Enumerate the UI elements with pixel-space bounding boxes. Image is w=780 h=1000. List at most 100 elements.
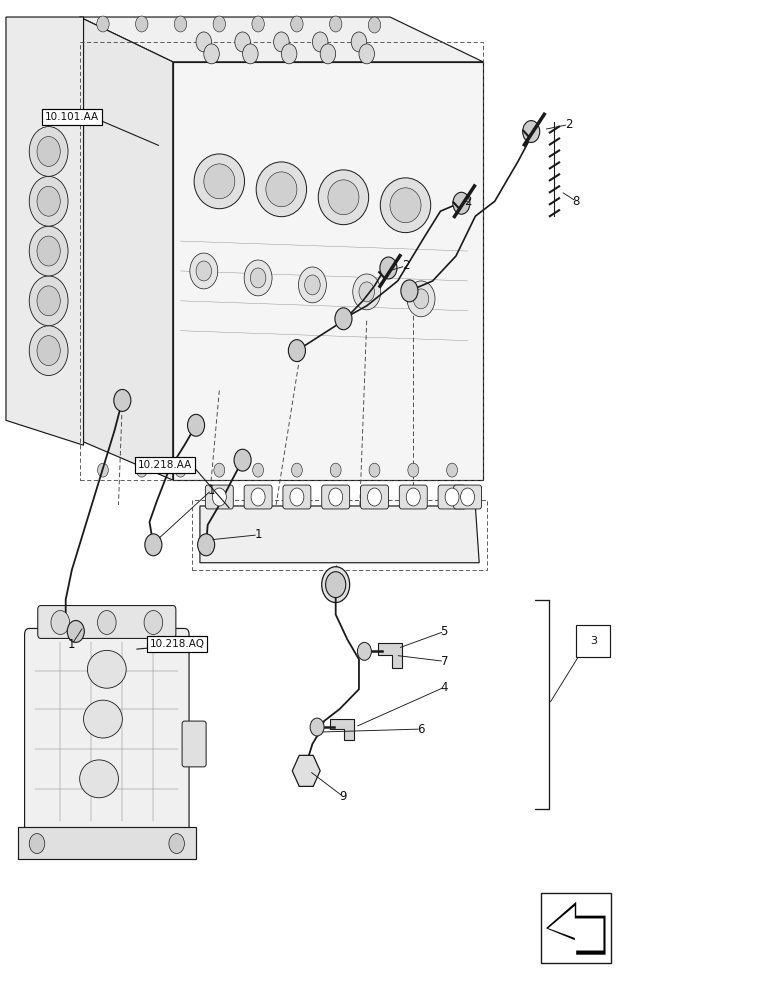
FancyBboxPatch shape: [399, 485, 427, 509]
Circle shape: [197, 534, 215, 556]
Circle shape: [144, 611, 163, 634]
Circle shape: [447, 463, 458, 477]
Circle shape: [212, 488, 226, 506]
Text: 1: 1: [254, 528, 262, 541]
Ellipse shape: [194, 154, 245, 209]
FancyBboxPatch shape: [244, 485, 272, 509]
Text: 2: 2: [464, 195, 471, 208]
Text: 2: 2: [565, 118, 573, 131]
Circle shape: [292, 463, 303, 477]
FancyBboxPatch shape: [205, 485, 233, 509]
Circle shape: [234, 449, 251, 471]
FancyBboxPatch shape: [321, 485, 349, 509]
Circle shape: [305, 275, 320, 295]
Text: 1: 1: [207, 484, 215, 497]
Circle shape: [401, 280, 418, 302]
Circle shape: [136, 16, 148, 32]
Circle shape: [213, 16, 225, 32]
Polygon shape: [6, 17, 83, 445]
Text: 6: 6: [417, 723, 425, 736]
Circle shape: [196, 32, 211, 52]
Ellipse shape: [256, 162, 307, 217]
Circle shape: [328, 488, 342, 506]
FancyBboxPatch shape: [182, 721, 206, 767]
Circle shape: [29, 276, 68, 326]
Polygon shape: [548, 906, 604, 951]
Polygon shape: [546, 902, 605, 955]
Circle shape: [357, 642, 371, 660]
Circle shape: [407, 281, 435, 317]
Circle shape: [321, 567, 349, 603]
Circle shape: [51, 611, 69, 634]
Circle shape: [204, 44, 219, 64]
Circle shape: [37, 186, 60, 216]
FancyBboxPatch shape: [283, 485, 311, 509]
Ellipse shape: [87, 650, 126, 688]
Circle shape: [29, 834, 44, 854]
Circle shape: [214, 463, 225, 477]
Circle shape: [289, 340, 306, 362]
Circle shape: [353, 274, 381, 310]
Circle shape: [351, 32, 367, 52]
Circle shape: [98, 611, 116, 634]
Circle shape: [453, 192, 470, 214]
Polygon shape: [330, 719, 353, 740]
Text: 10.218.AA: 10.218.AA: [138, 460, 192, 470]
FancyBboxPatch shape: [576, 625, 610, 657]
Circle shape: [29, 326, 68, 376]
Polygon shape: [378, 643, 402, 668]
Circle shape: [310, 718, 324, 736]
FancyBboxPatch shape: [454, 485, 481, 509]
Circle shape: [175, 463, 186, 477]
Circle shape: [37, 336, 60, 366]
Circle shape: [174, 16, 186, 32]
Circle shape: [325, 572, 346, 598]
Circle shape: [368, 17, 381, 33]
Circle shape: [299, 267, 326, 303]
Circle shape: [274, 32, 289, 52]
Ellipse shape: [381, 178, 431, 233]
Polygon shape: [80, 17, 483, 62]
Circle shape: [29, 226, 68, 276]
Circle shape: [380, 257, 397, 279]
Text: 7: 7: [441, 655, 448, 668]
Circle shape: [29, 127, 68, 176]
Circle shape: [406, 488, 420, 506]
Circle shape: [413, 289, 429, 309]
Text: 8: 8: [573, 195, 580, 208]
Circle shape: [335, 308, 352, 330]
FancyBboxPatch shape: [360, 485, 388, 509]
Text: 1: 1: [68, 638, 76, 651]
Circle shape: [243, 44, 258, 64]
Circle shape: [196, 261, 211, 281]
Circle shape: [251, 488, 265, 506]
Text: 4: 4: [441, 681, 448, 694]
Text: 5: 5: [441, 625, 448, 638]
Ellipse shape: [390, 188, 421, 223]
Text: 10.101.AA: 10.101.AA: [44, 112, 99, 122]
Circle shape: [291, 16, 303, 32]
Text: 2: 2: [402, 259, 410, 272]
Circle shape: [523, 121, 540, 142]
Text: 9: 9: [340, 790, 347, 803]
Circle shape: [367, 488, 381, 506]
FancyBboxPatch shape: [438, 485, 466, 509]
Bar: [18, 827, 196, 858]
Ellipse shape: [80, 760, 119, 798]
Circle shape: [37, 137, 60, 166]
Ellipse shape: [266, 172, 297, 207]
Bar: [541, 893, 611, 963]
Circle shape: [250, 268, 266, 288]
FancyBboxPatch shape: [25, 628, 189, 835]
Circle shape: [359, 44, 374, 64]
Circle shape: [290, 488, 304, 506]
Circle shape: [187, 414, 204, 436]
Circle shape: [145, 534, 162, 556]
FancyBboxPatch shape: [37, 606, 176, 638]
Circle shape: [359, 282, 374, 302]
Circle shape: [461, 488, 474, 506]
Circle shape: [330, 463, 341, 477]
Circle shape: [235, 32, 250, 52]
Circle shape: [408, 463, 419, 477]
Circle shape: [253, 463, 264, 477]
